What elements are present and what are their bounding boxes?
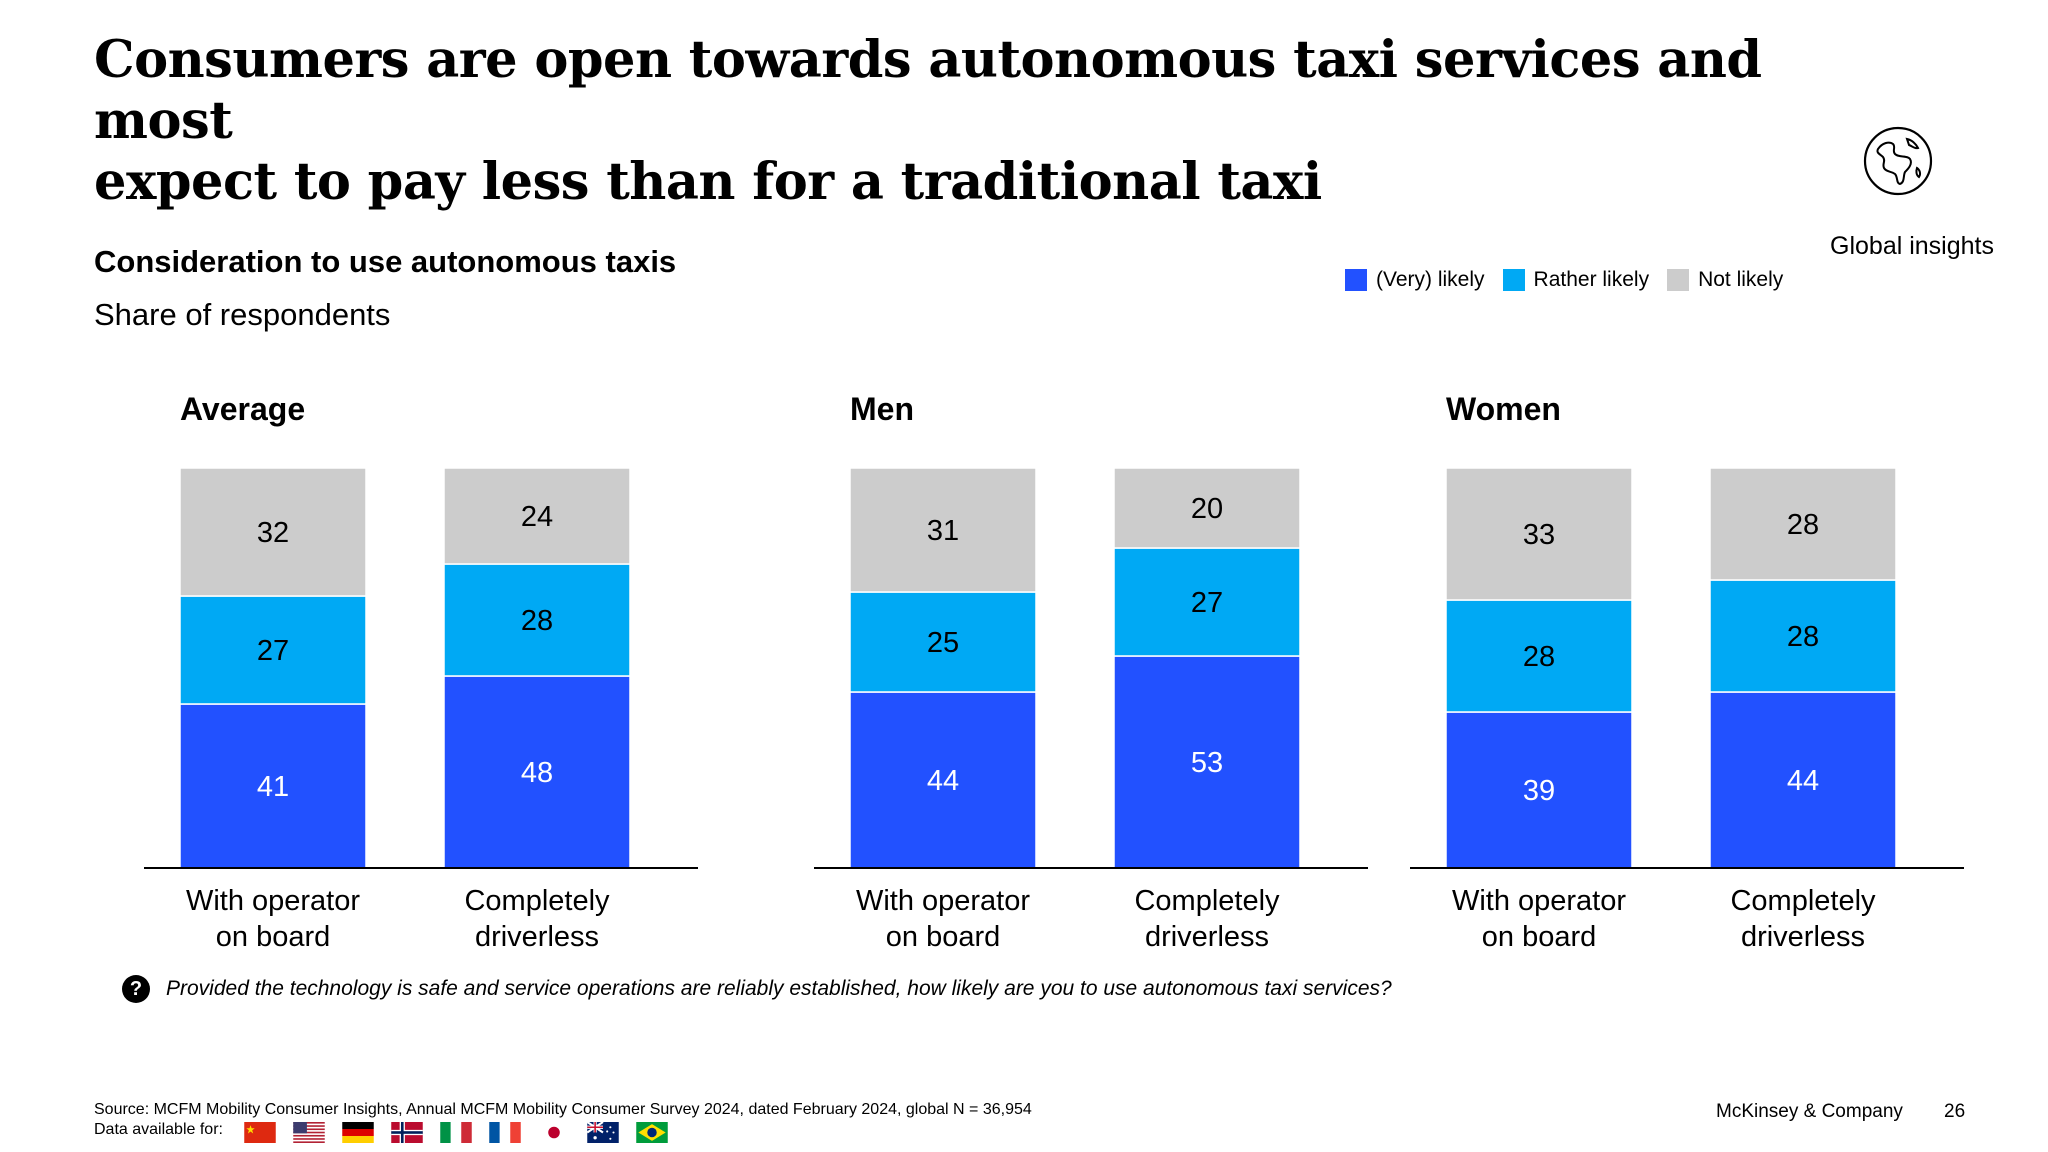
data-label: 28: [1523, 641, 1555, 673]
category-label: on board: [1482, 921, 1597, 953]
italy-flag-icon: [440, 1122, 472, 1143]
norway-flag-icon: [391, 1122, 423, 1143]
page-number: 26: [1944, 1101, 1966, 1122]
bar-segment-rather-likely: [1445, 599, 1633, 713]
bar-segment-not-likely: [1445, 467, 1633, 601]
title-line-2: expect to pay less than for a traditiona…: [94, 152, 1322, 212]
bar-segment-rather-likely: [1709, 579, 1897, 693]
data-label: 53: [1191, 747, 1223, 779]
bar-segment-rather-likely: [849, 591, 1037, 693]
global-insights-label: Global insights: [1830, 232, 1994, 260]
question-icon: ?: [122, 975, 150, 1003]
bar-segment-not-likely: [1709, 467, 1897, 581]
survey-question: ? Provided the technology is safe and se…: [122, 975, 1392, 1003]
bar-segment-very-likely: [1113, 655, 1301, 869]
bar-segment-not-likely: [179, 467, 367, 597]
bar-segment-very-likely: [1709, 691, 1897, 869]
page-title: Consumers are open towards autonomous ta…: [94, 30, 1894, 213]
legend-swatch-rather-likely: [1502, 269, 1525, 291]
bar-segment-rather-likely: [443, 563, 631, 677]
footer-source: Source: MCFM Mobility Consumer Insights,…: [94, 1100, 1032, 1140]
category-label: driverless: [475, 921, 599, 953]
china-flag-icon: [244, 1122, 276, 1143]
france-flag-icon: [489, 1122, 521, 1143]
legend-item-very-likely: (Very) likely: [1345, 268, 1485, 292]
australia-flag-icon: [587, 1122, 619, 1143]
bar-segment-very-likely: [443, 675, 631, 869]
bar-segment-rather-likely: [179, 595, 367, 705]
category-label: Completely: [464, 885, 610, 917]
panel-average: Average 41 27 32 With operator on board 48 28 24…: [144, 391, 698, 953]
globe-icon: [1863, 126, 1933, 196]
germany-flag-icon: [342, 1122, 374, 1143]
data-label: 41: [257, 771, 289, 803]
legend-swatch-very-likely: [1345, 269, 1367, 291]
chart-subtitle: Share of respondents: [94, 297, 391, 332]
legend-swatch-not-likely: [1667, 269, 1690, 291]
data-label: 27: [1191, 587, 1223, 619]
bar-segment-rather-likely: [1113, 547, 1301, 657]
source-text: Source: MCFM Mobility Consumer Insights,…: [94, 1101, 1032, 1118]
data-label: 39: [1523, 775, 1555, 807]
legend-item-rather-likely: Rather likely: [1502, 268, 1650, 292]
brand-name: McKinsey & Company: [1716, 1101, 1903, 1122]
panel-title: Men: [850, 391, 914, 427]
brazil-flag-icon: [636, 1122, 668, 1143]
data-label: 44: [1787, 765, 1819, 797]
bar-segment-not-likely: [1113, 467, 1301, 549]
stacked-bar-chart: Average 41 27 32 With operator on board 48 28 24…: [144, 391, 1964, 953]
panel-men: Men 44 25 31 With operator on board 53 27 20 Comp…: [814, 391, 1368, 953]
data-label: 25: [927, 627, 959, 659]
data-label: 28: [1787, 621, 1819, 653]
category-label: Completely: [1134, 885, 1280, 917]
category-label: With operator: [856, 885, 1030, 917]
bar-segment-very-likely: [179, 703, 367, 869]
category-label: Completely: [1730, 885, 1876, 917]
chart-title: Consideration to use autonomous taxis: [94, 244, 677, 279]
category-label: driverless: [1145, 921, 1269, 953]
question-text: Provided the technology is safe and serv…: [166, 977, 1392, 1000]
bar-segment-very-likely: [1445, 711, 1633, 869]
japan-flag-icon: [538, 1122, 570, 1143]
data-label: 33: [1523, 519, 1555, 551]
legend-label-very-likely: (Very) likely: [1376, 268, 1485, 291]
category-label: With operator: [1452, 885, 1626, 917]
data-label: 27: [257, 635, 289, 667]
data-label: 44: [927, 765, 959, 797]
data-label: 20: [1191, 493, 1223, 525]
category-label: on board: [886, 921, 1001, 953]
data-label: 28: [521, 605, 553, 637]
data-label: 28: [1787, 509, 1819, 541]
data-available-label: Data available for:: [94, 1121, 223, 1138]
bar-segment-not-likely: [443, 467, 631, 565]
legend-label-not-likely: Not likely: [1698, 268, 1784, 291]
category-label: With operator: [186, 885, 360, 917]
legend-item-not-likely: Not likely: [1667, 268, 1783, 292]
data-label: 24: [521, 501, 553, 533]
bar-segment-not-likely: [849, 467, 1037, 593]
usa-flag-icon: [293, 1122, 325, 1143]
panel-title: Average: [180, 391, 305, 427]
legend-label-rather-likely: Rather likely: [1533, 268, 1650, 291]
category-label: on board: [216, 921, 331, 953]
panel-title: Women: [1446, 391, 1561, 427]
data-label: 48: [521, 757, 553, 789]
panel-women: Women 39 28 33 With operator on board 44 28 28 Co…: [1410, 391, 1964, 953]
category-label: driverless: [1741, 921, 1865, 953]
data-label: 31: [927, 515, 959, 547]
title-line-1: Consumers are open towards autonomous ta…: [94, 30, 1762, 151]
data-label: 32: [257, 517, 289, 549]
bar-segment-very-likely: [849, 691, 1037, 869]
country-flags: [244, 1122, 668, 1143]
chart-legend: (Very) likely Rather likely Not likely: [1345, 268, 1783, 292]
